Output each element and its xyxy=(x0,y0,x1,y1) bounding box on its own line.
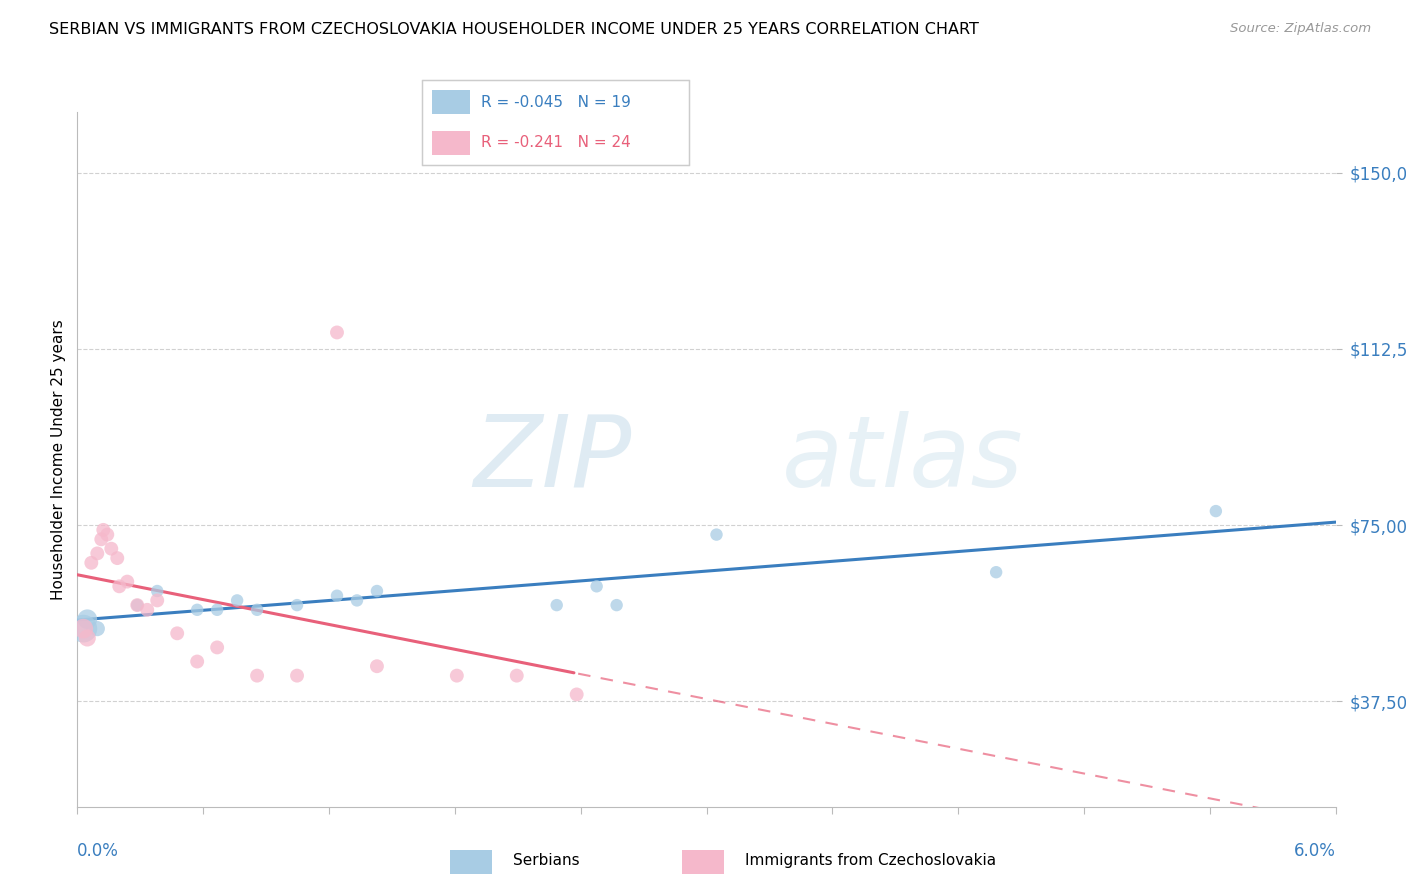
FancyBboxPatch shape xyxy=(433,90,470,114)
Point xyxy=(72,622,94,636)
Point xyxy=(76,612,98,626)
Text: Serbians: Serbians xyxy=(513,854,579,868)
FancyBboxPatch shape xyxy=(450,849,492,874)
Text: R = -0.045   N = 19: R = -0.045 N = 19 xyxy=(481,95,630,110)
Text: 0.0%: 0.0% xyxy=(77,842,120,860)
Point xyxy=(80,556,103,570)
Point xyxy=(366,659,388,673)
Text: 6.0%: 6.0% xyxy=(1294,842,1336,860)
FancyBboxPatch shape xyxy=(433,131,470,155)
Point xyxy=(326,589,349,603)
Text: atlas: atlas xyxy=(782,411,1024,508)
Point xyxy=(546,598,568,612)
Point xyxy=(166,626,188,640)
Point xyxy=(91,523,114,537)
Point xyxy=(127,598,149,612)
Text: R = -0.241   N = 24: R = -0.241 N = 24 xyxy=(481,136,630,151)
Text: SERBIAN VS IMMIGRANTS FROM CZECHOSLOVAKIA HOUSEHOLDER INCOME UNDER 25 YEARS CORR: SERBIAN VS IMMIGRANTS FROM CZECHOSLOVAKI… xyxy=(49,22,979,37)
Point xyxy=(108,579,131,593)
Point xyxy=(1205,504,1227,518)
Text: Immigrants from Czechoslovakia: Immigrants from Czechoslovakia xyxy=(745,854,997,868)
Point xyxy=(346,593,368,607)
Point xyxy=(366,584,388,599)
Point xyxy=(186,655,208,669)
FancyBboxPatch shape xyxy=(682,849,724,874)
Point xyxy=(446,668,468,682)
Y-axis label: Householder Income Under 25 years: Householder Income Under 25 years xyxy=(51,319,66,599)
Point xyxy=(984,565,1007,579)
Point xyxy=(246,603,269,617)
Point xyxy=(706,527,728,541)
Text: ZIP: ZIP xyxy=(472,411,631,508)
Point xyxy=(105,551,128,566)
Point xyxy=(285,598,308,612)
Text: Source: ZipAtlas.com: Source: ZipAtlas.com xyxy=(1230,22,1371,36)
Point xyxy=(100,541,122,556)
Point xyxy=(86,546,108,560)
Point xyxy=(127,598,149,612)
Point xyxy=(136,603,159,617)
Point xyxy=(96,527,118,541)
Point xyxy=(565,688,588,702)
Point xyxy=(246,668,269,682)
Point xyxy=(326,326,349,340)
Point xyxy=(506,668,529,682)
Point xyxy=(205,640,228,655)
Point xyxy=(90,533,112,547)
Point xyxy=(146,584,169,599)
Point xyxy=(186,603,208,617)
Point xyxy=(76,631,98,645)
Point xyxy=(226,593,249,607)
Point xyxy=(205,603,228,617)
Point xyxy=(285,668,308,682)
Point xyxy=(585,579,607,593)
Point xyxy=(146,593,169,607)
Point xyxy=(86,622,108,636)
Point xyxy=(606,598,628,612)
Point xyxy=(72,622,94,636)
Point xyxy=(117,574,139,589)
